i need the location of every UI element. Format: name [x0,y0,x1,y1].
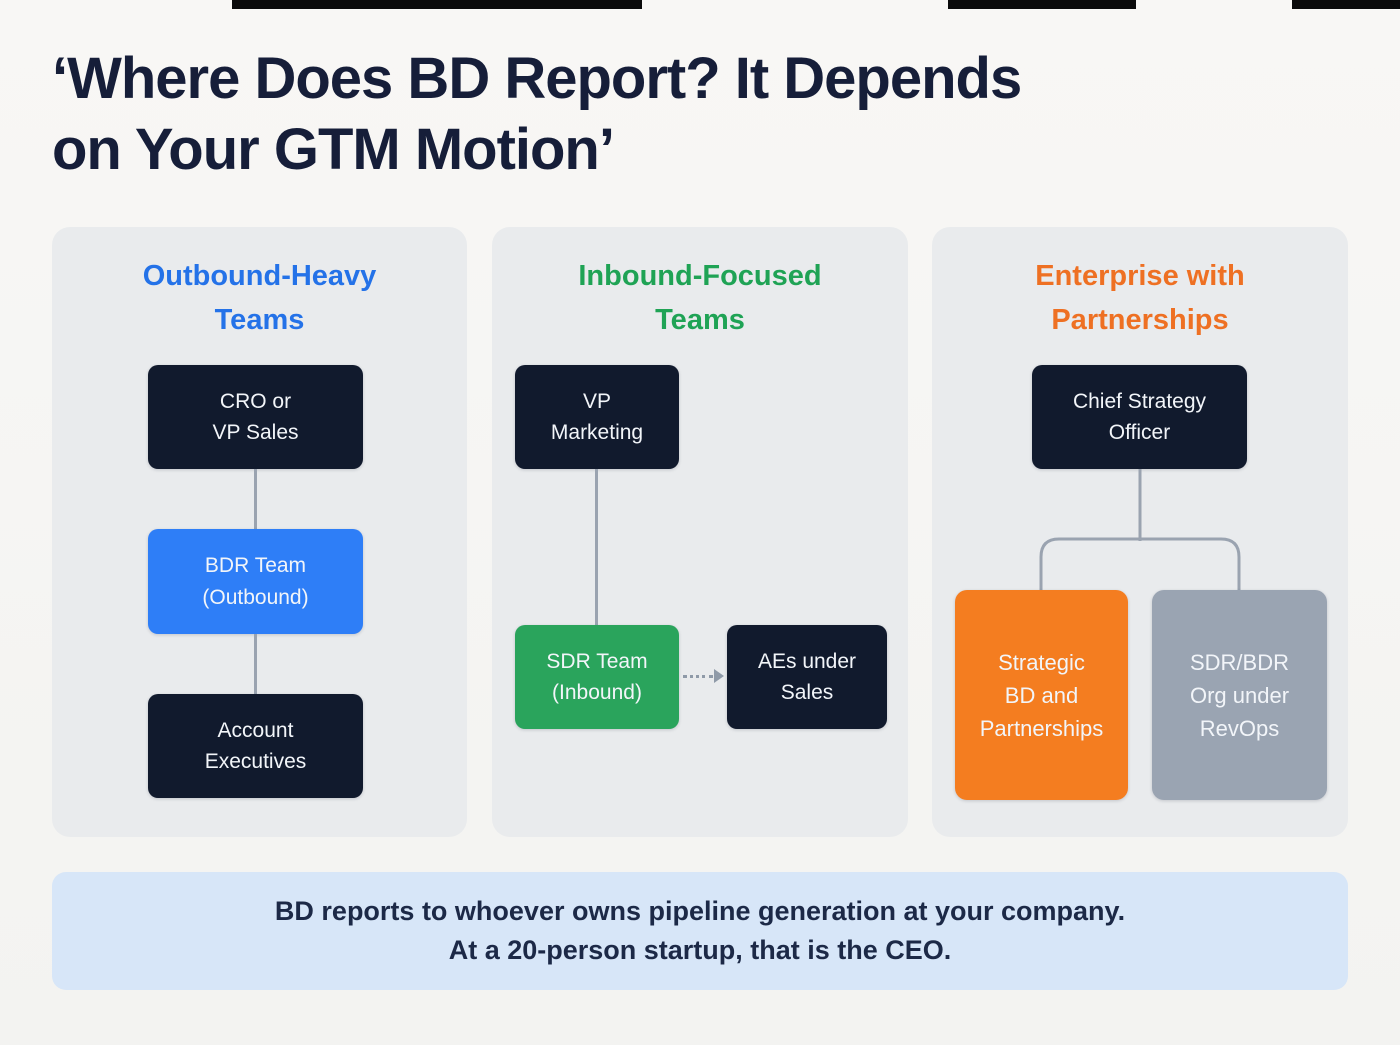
dotted-arrow [683,675,713,678]
panel-outbound-heavy: Outbound-Heavy Teams CRO or VP Sales BDR… [52,227,467,837]
box-aes-under-sales: AEs under Sales [727,625,887,729]
panel-title-inbound: Inbound-Focused Teams [578,260,822,336]
footer-banner: BD reports to whoever owns pipeline gene… [52,872,1348,990]
connector-line [254,634,257,694]
footer-note: BD reports to whoever owns pipeline gene… [274,895,1126,965]
panel-enterprise-partnerships: Enterprise with Partnerships Chief Strat… [932,227,1348,837]
panel-title-outbound: Outbound-Heavy Teams [142,260,377,336]
page-title: ‘Where Does BD Report? It Depends on You… [52,46,1022,182]
elbow-connector [1039,469,1241,590]
connector-line [595,469,598,625]
box-bdr-team-outbound: BDR Team (Outbound) [148,529,363,634]
box-sdr-team-inbound: SDR Team (Inbound) [515,625,679,729]
box-cro-vp-sales: CRO or VP Sales [148,365,363,469]
box-strategic-bd-partnerships: Strategic BD and Partnerships [955,590,1128,800]
top-edge-artifact [1292,0,1400,9]
top-edge-artifact [948,0,1136,9]
top-edge-artifact [232,0,642,9]
box-vp-marketing: VP Marketing [515,365,679,469]
box-account-executives: Account Executives [148,694,363,798]
box-chief-strategy-officer: Chief Strategy Officer [1032,365,1247,469]
box-sdr-bdr-org-revops: SDR/BDR Org under RevOps [1152,590,1327,800]
connector-line [254,469,257,529]
panel-inbound-focused: Inbound-Focused Teams VP Marketing SDR T… [492,227,908,837]
arrow-right-icon [714,669,724,683]
panel-title-enterprise: Enterprise with Partnerships [1035,260,1245,336]
